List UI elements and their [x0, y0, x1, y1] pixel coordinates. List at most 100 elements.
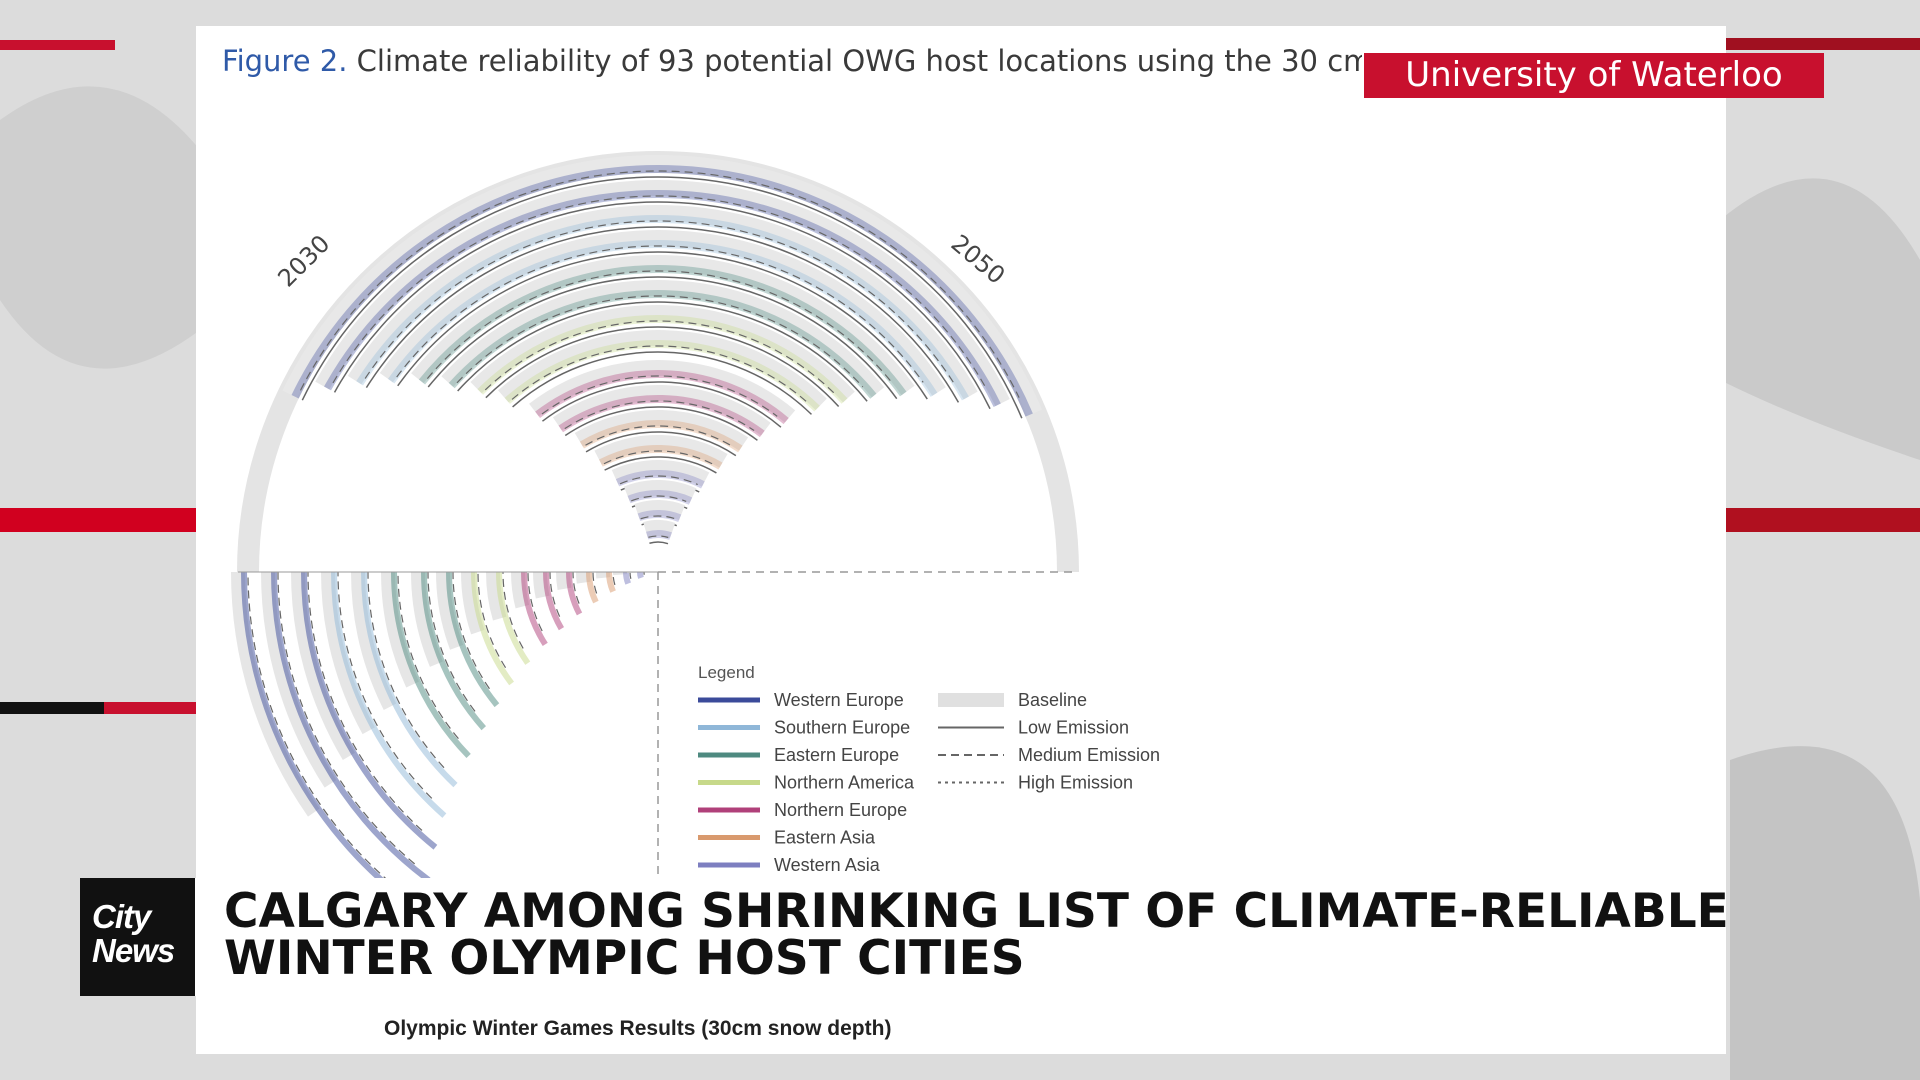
low-emission-arc	[512, 351, 812, 415]
legend-region-label: Northern America	[774, 773, 915, 793]
legend-region-label: Northern Europe	[774, 800, 907, 820]
baseline-arc	[282, 155, 1043, 416]
baseline-arc	[436, 571, 464, 650]
medium-emission-arc	[630, 495, 687, 502]
baseline-arc	[594, 435, 728, 468]
baseline-arc	[321, 571, 375, 735]
region-band	[361, 571, 458, 788]
low-emission-arc	[365, 226, 960, 403]
region-band	[418, 265, 907, 397]
medium-emission-arc	[277, 571, 416, 865]
low-emission-arc	[604, 456, 717, 474]
region-band	[477, 315, 848, 404]
region-band	[637, 571, 644, 579]
legend-scenario-label: Medium Emission	[1018, 745, 1160, 765]
region-band	[391, 571, 471, 759]
region-band	[271, 571, 431, 880]
baseline-arc	[574, 410, 749, 451]
baseline-arc	[576, 571, 591, 584]
figure-caption-text: Climate reliability of 93 potential OWG …	[356, 44, 1362, 78]
region-band	[558, 395, 765, 438]
figure-caption: Figure 2. Climate reliability of 93 pote…	[222, 44, 1362, 78]
low-emission-arc	[649, 541, 669, 545]
baseline-arc	[381, 571, 419, 688]
legend-region-label: Western Europe	[774, 690, 904, 710]
low-emission-arc	[485, 326, 840, 407]
baseline-arc	[623, 480, 697, 504]
legend-scenario-label: Baseline	[1018, 690, 1087, 710]
baseline-arc	[643, 520, 676, 539]
medium-emission-arc	[367, 571, 445, 769]
baseline-arc	[291, 571, 355, 761]
arc-group	[231, 151, 1079, 880]
region-band	[446, 571, 500, 708]
medium-emission-arc	[549, 571, 561, 617]
baseline-arc	[486, 571, 507, 621]
region-band	[606, 571, 616, 593]
region-band	[387, 240, 938, 397]
legend-region-label: Eastern Europe	[774, 745, 899, 765]
headline-line-2: WINTER OLYMPIC HOST CITIES	[224, 931, 1025, 986]
region-band	[471, 571, 514, 686]
medium-emission-arc	[511, 345, 808, 403]
baseline-arc	[498, 330, 827, 411]
baseline-arc	[552, 385, 771, 436]
climate-reliability-figure: 2030 2050 Legend Western EuropeSouthern …	[231, 151, 1160, 880]
medium-emission-arc	[564, 400, 755, 432]
legend: Legend Western Europe Southern Europe East…	[698, 663, 1160, 875]
region-band	[291, 165, 1033, 417]
baseline-arc	[461, 571, 485, 635]
figure-subcaption: Olympic Winter Games Results (30cm snow …	[384, 1017, 892, 1040]
medium-emission-arc	[629, 571, 632, 579]
baseline-arc	[379, 230, 946, 396]
year-2030-label: 2030	[272, 230, 335, 293]
logo-text-city: City	[92, 898, 151, 935]
medium-emission-arc	[640, 515, 677, 520]
baseline-arc	[556, 571, 572, 591]
region-band	[521, 571, 548, 647]
baseline-arc	[231, 571, 320, 817]
region-band	[301, 571, 438, 850]
medium-emission-arc	[307, 571, 423, 831]
medium-emission-arc	[337, 571, 433, 799]
medium-emission-arc	[247, 571, 389, 880]
baseline-arc	[441, 280, 885, 398]
region-band	[627, 490, 693, 505]
medium-emission-arc	[603, 450, 715, 466]
logo-text-news: News	[92, 932, 175, 969]
headline: CALGARY AMONG SHRINKING LIST OF CLIMATE-…	[224, 888, 1729, 982]
baseline-arc	[634, 500, 686, 521]
region-band	[543, 571, 565, 631]
low-emission-arc	[585, 431, 737, 457]
region-band	[599, 445, 723, 470]
medium-emission-arc	[299, 170, 1020, 398]
region-band	[637, 510, 682, 523]
citynews-logo: City News	[80, 878, 195, 996]
region-band	[566, 571, 583, 616]
medium-emission-arc	[396, 245, 924, 383]
medium-emission-arc	[619, 475, 698, 486]
low-emission-arc	[301, 176, 1023, 419]
legend-title: Legend	[698, 663, 755, 682]
medium-emission-arc	[648, 535, 669, 539]
baseline-arc	[347, 205, 978, 400]
legend-region-label: Western Asia	[774, 855, 881, 875]
region-band	[586, 571, 599, 604]
region-band	[535, 370, 789, 425]
region-band	[356, 215, 969, 401]
low-emission-arc	[397, 251, 928, 400]
region-band	[646, 530, 672, 541]
low-emission-arc	[333, 201, 991, 410]
medium-emission-arc	[332, 195, 988, 390]
medium-emission-arc	[397, 571, 459, 740]
region-band	[448, 290, 877, 399]
medium-emission-arc	[426, 270, 893, 384]
medium-emission-arc	[585, 425, 734, 448]
low-emission-arc	[457, 301, 868, 402]
low-emission-arc	[427, 276, 898, 400]
medium-emission-arc	[456, 295, 864, 388]
bg-red-bar	[0, 508, 196, 532]
medium-emission-arc	[572, 571, 580, 604]
medium-emission-arc	[452, 571, 490, 690]
